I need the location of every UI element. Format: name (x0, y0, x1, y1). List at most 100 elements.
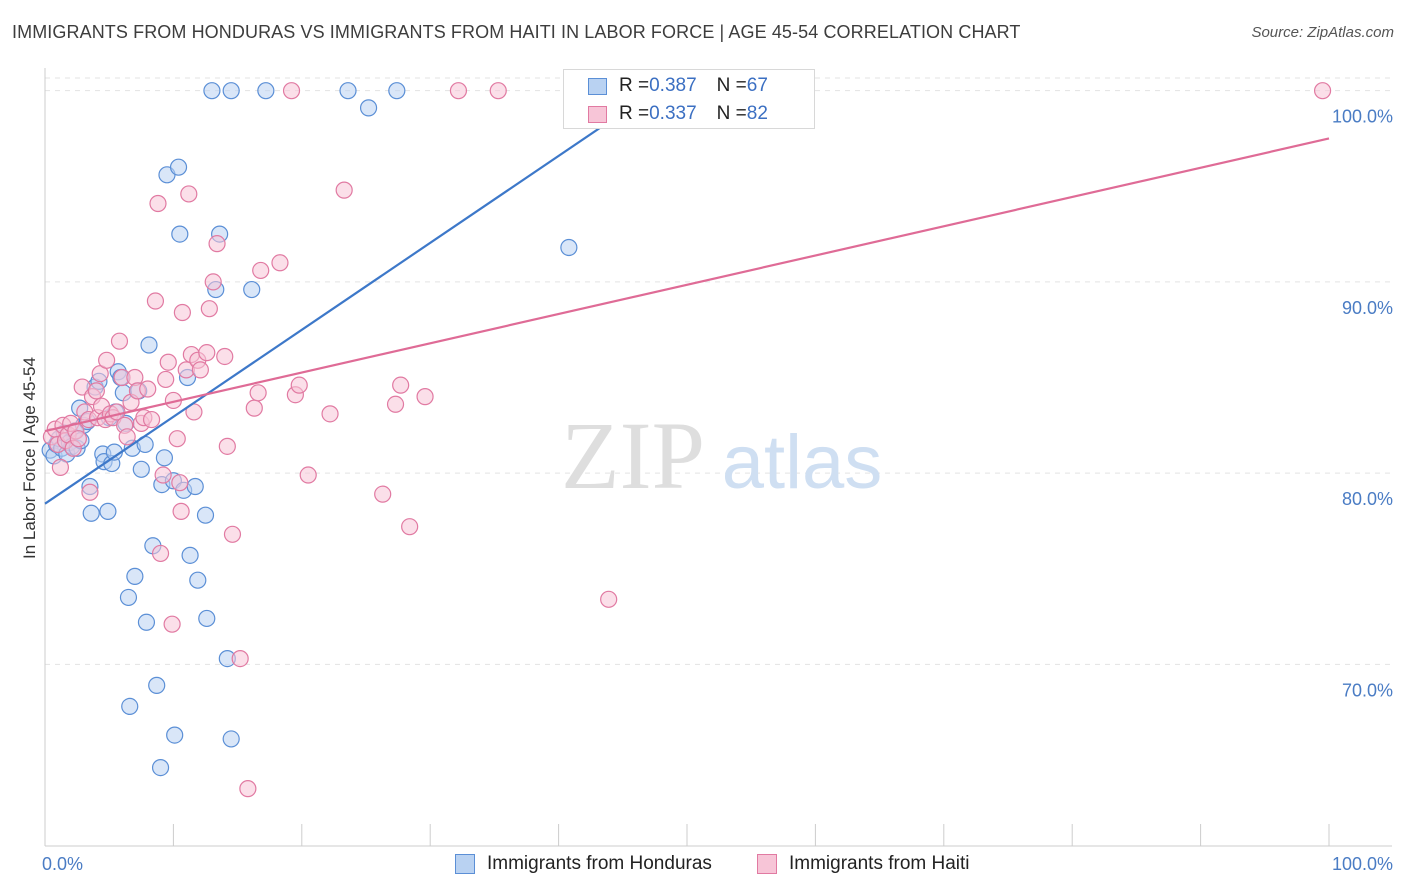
point-haiti-25 (110, 332, 129, 350)
point-haiti-57 (208, 235, 226, 253)
point-haiti-44 (168, 430, 186, 448)
point-haiti-60 (223, 525, 242, 543)
point-haiti-56 (204, 273, 222, 291)
point-haiti-75 (401, 518, 419, 536)
tick-labels: 70.0% 80.0% 90.0% 100.0% 0.0% 100.0% (42, 107, 1393, 874)
point-honduras-54 (196, 506, 215, 524)
trend-line-haiti (44, 137, 1330, 433)
point-honduras-46 (166, 726, 184, 744)
legend-label-haiti: Immigrants from Haiti (789, 853, 970, 874)
point-haiti-74 (392, 376, 410, 394)
series-legend: Immigrants from Honduras Immigrants from… (0, 850, 1406, 878)
point-honduras-40 (148, 676, 166, 694)
trend-line-honduras (44, 89, 656, 505)
r-label: R = (619, 75, 650, 96)
point-honduras-31 (121, 697, 139, 716)
point-haiti-66 (271, 254, 289, 272)
watermark-zip: ZIP (561, 402, 705, 509)
stats-legend-row-haiti: R = 0.337 N = 82 (588, 101, 768, 127)
point-honduras-53 (189, 571, 207, 589)
point-haiti-46 (172, 502, 190, 520)
n-value: 67 (746, 75, 768, 96)
point-honduras-16 (82, 504, 100, 522)
legend-label-honduras: Immigrants from Honduras (487, 853, 712, 874)
chart-source: Source: ZipAtlas.com (1251, 24, 1394, 41)
point-haiti-38 (151, 544, 170, 563)
y-tick-label-0: 70.0% (1342, 680, 1393, 700)
point-haiti-34 (139, 380, 157, 398)
point-haiti-72 (374, 485, 392, 503)
legend-item-haiti[interactable]: Immigrants from Haiti (757, 850, 970, 878)
point-haiti-65 (252, 261, 270, 280)
watermark-atlas: atlas (722, 420, 883, 505)
point-honduras-60 (243, 280, 261, 299)
point-haiti-3 (51, 458, 70, 476)
point-honduras-48 (171, 225, 189, 243)
point-haiti-36 (146, 292, 165, 310)
haiti-legend-swatch (757, 854, 777, 874)
point-honduras-47 (169, 158, 188, 176)
point-honduras-51 (181, 546, 199, 564)
point-haiti-80 (489, 82, 507, 100)
haiti-swatch (588, 105, 607, 123)
point-haiti-73 (386, 395, 405, 413)
point-haiti-59 (218, 437, 236, 455)
point-haiti-54 (198, 344, 216, 362)
point-honduras-41 (151, 758, 170, 777)
x-tick-label-0: 0.0% (42, 854, 83, 874)
point-haiti-58 (216, 347, 234, 366)
point-haiti-71 (335, 181, 353, 199)
n-label: N = (716, 103, 747, 124)
watermark: ZIP atlas (561, 402, 882, 509)
y-tick-label-2: 90.0% (1342, 298, 1393, 318)
point-haiti-10 (69, 430, 87, 448)
point-haiti-81 (1313, 82, 1332, 100)
point-honduras-21 (99, 502, 117, 520)
point-haiti-21 (98, 351, 116, 369)
point-honduras-59 (222, 730, 240, 748)
r-value: 0.337 (649, 103, 697, 124)
y-tick-label-3: 100.0% (1332, 107, 1393, 127)
point-haiti-68 (290, 376, 308, 394)
point-haiti-70 (321, 405, 339, 423)
n-label: N = (716, 75, 747, 96)
point-haiti-16 (87, 382, 105, 400)
point-honduras-30 (119, 588, 138, 607)
point-haiti-35 (142, 410, 161, 429)
point-haiti-49 (180, 185, 198, 203)
axes (44, 68, 1392, 847)
point-honduras-43 (155, 449, 174, 467)
point-haiti-45 (171, 474, 189, 492)
point-honduras-62 (222, 82, 240, 100)
point-haiti-64 (249, 384, 267, 402)
point-haiti-40 (157, 370, 175, 389)
point-haiti-37 (149, 194, 167, 213)
r-value: 0.387 (649, 75, 697, 96)
point-haiti-61 (231, 650, 249, 668)
gridlines (45, 77, 1392, 665)
point-haiti-28 (118, 428, 136, 446)
point-honduras-66 (388, 82, 406, 100)
point-honduras-38 (140, 336, 158, 354)
point-honduras-65 (359, 99, 378, 117)
point-honduras-33 (126, 567, 144, 585)
point-haiti-62 (239, 780, 257, 798)
point-haiti-53 (191, 361, 209, 379)
point-honduras-61 (203, 82, 221, 100)
point-haiti-79 (449, 82, 468, 100)
honduras-legend-swatch (455, 854, 475, 874)
point-honduras-52 (186, 477, 204, 496)
point-haiti-47 (173, 303, 191, 322)
trend-lines (44, 89, 1330, 505)
honduras-swatch (588, 77, 607, 95)
point-haiti-42 (163, 615, 181, 633)
point-honduras-35 (132, 460, 150, 478)
data-points (41, 82, 1332, 798)
chart-title: IMMIGRANTS FROM HONDURAS VS IMMIGRANTS F… (12, 22, 1021, 42)
stats-legend-row-honduras: R = 0.387 N = 67 (588, 73, 768, 99)
legend-item-honduras[interactable]: Immigrants from Honduras (455, 850, 712, 878)
point-haiti-76 (416, 388, 434, 406)
n-value: 82 (746, 103, 768, 124)
point-haiti-63 (245, 399, 263, 417)
